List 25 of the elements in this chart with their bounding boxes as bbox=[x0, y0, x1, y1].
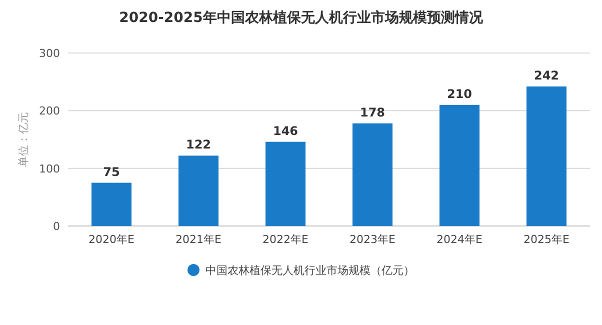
data-label: 75 bbox=[103, 164, 120, 179]
x-tick-label: 2025年E bbox=[524, 233, 570, 246]
bar bbox=[178, 156, 219, 226]
data-label: 122 bbox=[186, 138, 212, 152]
x-tick-label: 2021年E bbox=[176, 233, 222, 246]
bar bbox=[265, 142, 306, 226]
y-tick-label: 0 bbox=[53, 220, 60, 233]
bar bbox=[352, 123, 393, 226]
bar bbox=[439, 104, 480, 226]
legend-label: 中国农林植保无人机行业市场规模（亿元） bbox=[206, 264, 414, 277]
y-tick-label: 300 bbox=[39, 47, 60, 60]
x-tick-label: 2020年E bbox=[88, 233, 135, 246]
data-label: 146 bbox=[272, 124, 298, 138]
bar bbox=[91, 182, 132, 226]
data-label: 242 bbox=[534, 68, 560, 82]
bar bbox=[526, 86, 567, 226]
y-tick-label: 200 bbox=[39, 104, 60, 118]
y-tick-label: 100 bbox=[39, 162, 60, 176]
chart-title: 2020-2025年中国农林植保无人机行业市场规模预测情况 bbox=[119, 9, 484, 26]
data-label: 210 bbox=[446, 86, 472, 101]
x-tick-label: 2024年E bbox=[436, 233, 483, 246]
x-tick-label: 2022年E bbox=[262, 233, 309, 246]
y-axis-title: 单位：亿元 bbox=[17, 112, 30, 167]
x-tick-label: 2023年E bbox=[350, 233, 396, 246]
data-label: 178 bbox=[360, 105, 386, 120]
